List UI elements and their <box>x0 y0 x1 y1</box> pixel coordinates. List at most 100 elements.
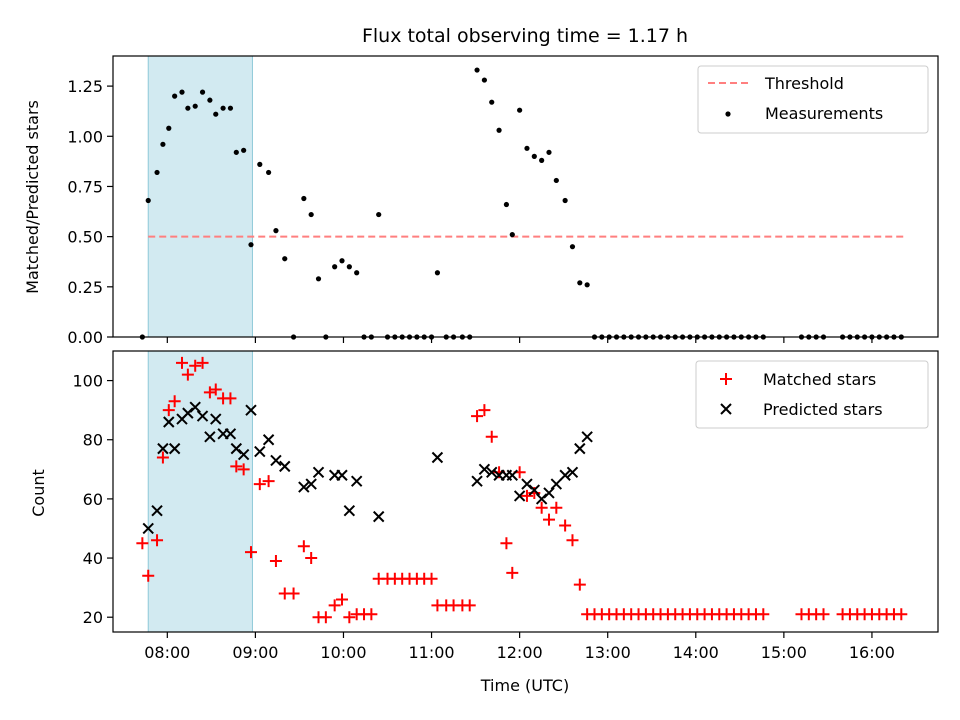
measurement-point <box>481 77 487 83</box>
x-tick-label: 16:00 <box>849 643 895 662</box>
matched-star-point <box>203 386 216 399</box>
matched-star-point <box>343 611 356 624</box>
predicted-star-point <box>486 466 498 478</box>
top-y-tick-label: 0.75 <box>67 177 103 196</box>
predicted-star-point <box>237 448 250 461</box>
measurement-point <box>584 282 590 288</box>
matched-star-point <box>559 519 572 532</box>
chart-title: Flux total observing time = 1.17 h <box>362 25 688 47</box>
predicted-star-point <box>559 469 571 481</box>
top-panel: 0.00 0.25 0.50 0.75 1.00 1.25 Matched/Predict… <box>23 55 939 347</box>
matched-star-point <box>485 430 498 443</box>
matched-star-point <box>230 460 243 473</box>
bottom-y-tick-label: 40 <box>83 549 103 568</box>
matched-star-point <box>181 368 194 381</box>
matched-star-point <box>463 599 476 612</box>
predicted-star-point <box>245 404 257 416</box>
predicted-star-point <box>343 505 356 517</box>
measurement-point <box>160 141 166 147</box>
bottom-y-tick-label: 80 <box>83 431 103 450</box>
predicted-star-point <box>513 490 526 502</box>
measurement-point <box>248 242 254 248</box>
matched-star-point <box>471 410 484 423</box>
predicted-star-point <box>336 469 348 481</box>
predicted-star-point <box>230 442 243 455</box>
measurement-point <box>192 103 198 109</box>
matched-star-point <box>336 593 349 606</box>
predicted-star-point <box>279 460 291 473</box>
matched-star-point <box>297 540 310 553</box>
measurement-point <box>524 145 530 151</box>
matched-star-point <box>425 572 438 585</box>
predicted-star-point <box>305 478 317 490</box>
measurement-point <box>213 111 219 117</box>
predicted-star-point <box>262 434 275 446</box>
matched-star-point <box>573 578 586 591</box>
bottom-y-axis-label: Count <box>29 469 48 517</box>
matched-star-point <box>237 463 250 476</box>
bottom-panel: 20 40 60 80 100 08:00 09:00 10:00 11:00 12:00 13:… <box>29 350 939 695</box>
top-legend-box <box>697 65 929 134</box>
matched-star-point <box>319 611 332 624</box>
top-y-tick-label: 0.00 <box>67 328 103 347</box>
x-tick-label: 13:00 <box>585 643 631 662</box>
x-tick-label: 14:00 <box>673 643 719 662</box>
measurement-point <box>145 197 151 204</box>
matched-star-point <box>162 404 175 417</box>
predicted-star-point <box>528 484 541 496</box>
measurement-point <box>339 258 345 264</box>
measurement-point <box>509 232 515 238</box>
matched-star-point <box>262 475 275 488</box>
bottom-x-axis: 08:00 09:00 10:00 11:00 12:00 13:00 14:00 15:00… <box>144 632 895 662</box>
measurement-point <box>172 93 178 99</box>
legend-measurements-swatch <box>725 111 731 117</box>
x-tick-label: 15:00 <box>761 643 807 662</box>
measurement-point <box>434 270 441 276</box>
predicted-star-point <box>157 442 169 455</box>
bottom-y-tick-label: 100 <box>72 372 103 391</box>
predicted-star-point <box>270 454 282 467</box>
measurement-point <box>179 89 185 95</box>
measurement-point <box>241 147 247 153</box>
measurement-point <box>474 67 480 73</box>
bottom-legend-box <box>695 360 929 429</box>
predicted-star-point <box>210 413 222 425</box>
matched-star-point <box>244 546 257 559</box>
matched-star-point <box>175 356 188 369</box>
measurement-point <box>166 125 172 131</box>
matched-star-point <box>535 501 548 514</box>
measurement-point <box>227 105 234 111</box>
predicted-star-point <box>535 493 548 505</box>
top-y-axis: 0.00 0.25 0.50 0.75 1.00 1.25 <box>67 77 113 347</box>
matched-star-point <box>520 489 533 502</box>
measurement-point <box>531 153 537 159</box>
matched-star-point <box>478 404 491 417</box>
measurement-point <box>577 280 583 286</box>
measurement-point <box>546 149 552 155</box>
matched-star-point <box>566 534 579 547</box>
bottom-plot-marks <box>136 356 908 624</box>
predicted-star-point <box>372 510 385 523</box>
matched-star-point <box>895 608 908 621</box>
measurement-point <box>315 276 322 282</box>
bottom-highlight-band <box>147 350 253 633</box>
predicted-star-point <box>151 505 163 517</box>
predicted-star-point <box>506 469 518 481</box>
measurement-point <box>308 211 314 218</box>
matched-star-point <box>542 513 555 526</box>
predicted-star-point <box>163 416 175 428</box>
matched-star-point <box>757 608 770 621</box>
predicted-star-point <box>204 431 216 443</box>
measurement-point <box>207 97 213 103</box>
measurement-point <box>517 107 523 113</box>
measurement-point <box>282 256 288 262</box>
measurement-point <box>503 201 510 208</box>
top-y-tick-label: 1.25 <box>67 77 103 96</box>
matched-star-point <box>224 392 237 405</box>
predicted-star-point <box>189 401 201 413</box>
measurement-point <box>539 157 545 163</box>
matched-star-point <box>500 537 513 550</box>
x-tick-label: 10:00 <box>320 643 366 662</box>
predicted-star-point <box>521 478 533 490</box>
